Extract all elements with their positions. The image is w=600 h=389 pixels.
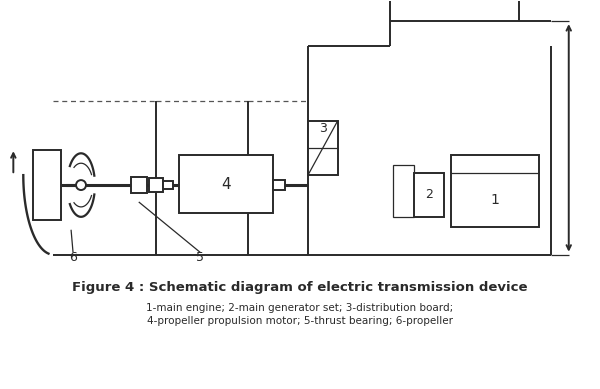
Text: 1-main engine; 2-main generator set; 3-distribution board;: 1-main engine; 2-main generator set; 3-d… [146,303,454,313]
Bar [308,121,338,175]
Text: 5: 5 [196,251,205,264]
Bar [273,180,285,190]
Text: 1: 1 [491,193,500,207]
Bar [392,165,415,217]
Text: 3: 3 [319,122,327,135]
Text: 2: 2 [425,189,433,202]
Bar [33,150,61,220]
Text: 4: 4 [221,177,230,191]
Bar [149,178,163,192]
Bar [451,155,539,227]
Text: Figure 4 : Schematic diagram of electric transmission device: Figure 4 : Schematic diagram of electric… [72,281,528,294]
Bar [163,181,173,189]
Bar [415,173,445,217]
Bar [179,155,273,213]
Bar [131,177,147,193]
Text: 6: 6 [69,251,77,264]
Circle shape [76,180,86,190]
Text: 4-propeller propulsion motor; 5-thrust bearing; 6-propeller: 4-propeller propulsion motor; 5-thrust b… [147,316,453,326]
